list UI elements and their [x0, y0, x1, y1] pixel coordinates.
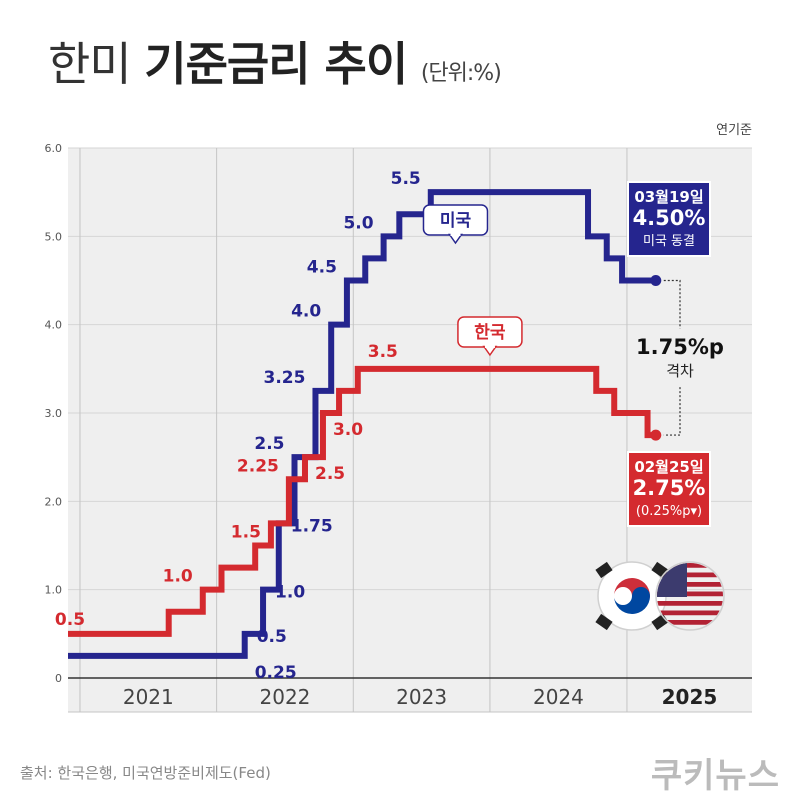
data-label-korea: 3.5 [368, 342, 398, 362]
us-end-box [627, 181, 711, 257]
us-stripe [657, 563, 723, 568]
us-stripe [657, 610, 723, 616]
data-label-us: 4.0 [291, 302, 321, 322]
us-callout-tail-mask [450, 233, 461, 236]
us-stripe [657, 582, 723, 587]
data-label-korea: 0.5 [55, 610, 85, 630]
page-title: 한미 기준금리 추이 (단위:%) [48, 28, 502, 94]
data-label-us: 5.5 [391, 169, 421, 189]
data-label-korea: 3.0 [333, 420, 363, 440]
trigram [595, 561, 613, 579]
data-label-us: 0.5 [257, 627, 287, 647]
us-stripe [657, 591, 723, 597]
korea-flag-icon [595, 561, 669, 631]
us-stripe [657, 620, 723, 625]
series-end-dot-korea [650, 429, 662, 441]
data-label-us: 5.0 [343, 213, 373, 233]
us-callout-text: 미국 [440, 211, 472, 231]
data-label-us: 2.5 [254, 434, 284, 454]
title-bold: 기준금리 추이 [144, 37, 408, 91]
source-text: 출처: 한국은행, 미국연방준비제도(Fed) [20, 764, 271, 782]
x-tick-label: 2022 [260, 685, 311, 709]
korea-end-note: (0.25%p▾) [636, 504, 702, 519]
us-end-note: 미국 동결 [643, 234, 695, 249]
data-label-korea: 2.5 [315, 464, 345, 484]
title-light: 한미 [48, 37, 132, 91]
y-tick-label: 0 [55, 672, 62, 685]
data-label-korea: 2.25 [237, 456, 279, 476]
korea-callout-text: 한국 [474, 323, 506, 343]
trigram [595, 613, 613, 631]
y-tick-label: 5.0 [45, 230, 63, 243]
gap-value: 1.75%p [636, 335, 724, 359]
x-tick-label: 2025 [662, 685, 718, 709]
series-line-us [68, 189, 656, 659]
y-tick-label: 3.0 [45, 407, 63, 420]
gap-label: 격차 [666, 362, 694, 380]
korea-end-box [627, 451, 711, 527]
data-label-us: 4.5 [307, 258, 337, 278]
y-tick-label: 2.0 [45, 495, 63, 508]
y-tick-label: 6.0 [45, 142, 63, 155]
basis-label: 연기준 [716, 123, 752, 138]
brand-logo: 쿠키뉴스 [650, 756, 780, 796]
us-flag-rim [655, 561, 725, 631]
us-end-value: 4.50% [633, 206, 706, 230]
data-label-korea: 1.5 [231, 523, 261, 543]
series-line-korea [68, 365, 656, 637]
data-label-us: 1.75 [291, 516, 333, 536]
data-label-us: 0.25 [255, 663, 297, 683]
us-end-date: 03월19일 [634, 188, 703, 206]
y-tick-label: 1.0 [45, 584, 63, 597]
data-label-us: 1.0 [275, 583, 305, 603]
y-tick-label: 4.0 [45, 319, 63, 332]
data-label-us: 3.25 [264, 368, 306, 388]
x-tick-label: 2024 [533, 685, 584, 709]
taegeuk-blue [614, 587, 650, 614]
x-tick-label: 2021 [123, 685, 174, 709]
korea-end-date: 02월25일 [634, 458, 703, 476]
us-stripe [657, 601, 723, 606]
korea-end-value: 2.75% [633, 476, 706, 500]
gap-bracket-top [663, 279, 681, 329]
series-end-dot-us [650, 275, 662, 286]
title-unit: (단위:%) [420, 61, 502, 86]
x-tick-label: 2023 [396, 685, 447, 709]
data-label-korea: 1.0 [163, 567, 193, 587]
korea-callout-tail-mask [484, 345, 495, 348]
us-stripe [657, 572, 723, 578]
gap-bracket-bottom [663, 387, 681, 436]
